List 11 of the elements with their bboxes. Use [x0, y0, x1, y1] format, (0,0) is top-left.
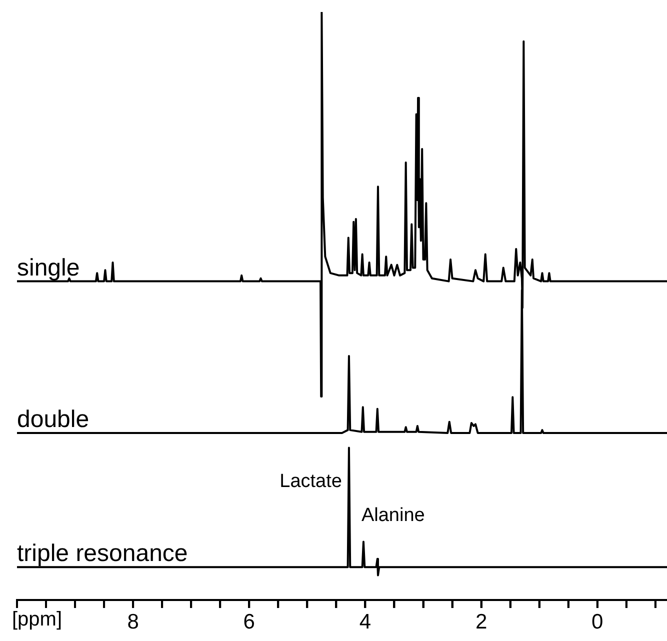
annotation: Lactate	[280, 470, 342, 492]
x-tick-label: 2	[475, 610, 488, 634]
series-label: triple resonance	[17, 540, 188, 568]
x-tick-label: 6	[243, 610, 255, 634]
x-tick-label: 4	[359, 610, 372, 634]
x-tick-label: 8	[127, 610, 139, 634]
x-axis-title: [ppm]	[12, 608, 62, 631]
x-tick-label: 0	[592, 610, 604, 634]
series-label: double	[17, 406, 90, 434]
series-label: single	[17, 254, 80, 282]
annotation: Alanine	[361, 505, 425, 526]
